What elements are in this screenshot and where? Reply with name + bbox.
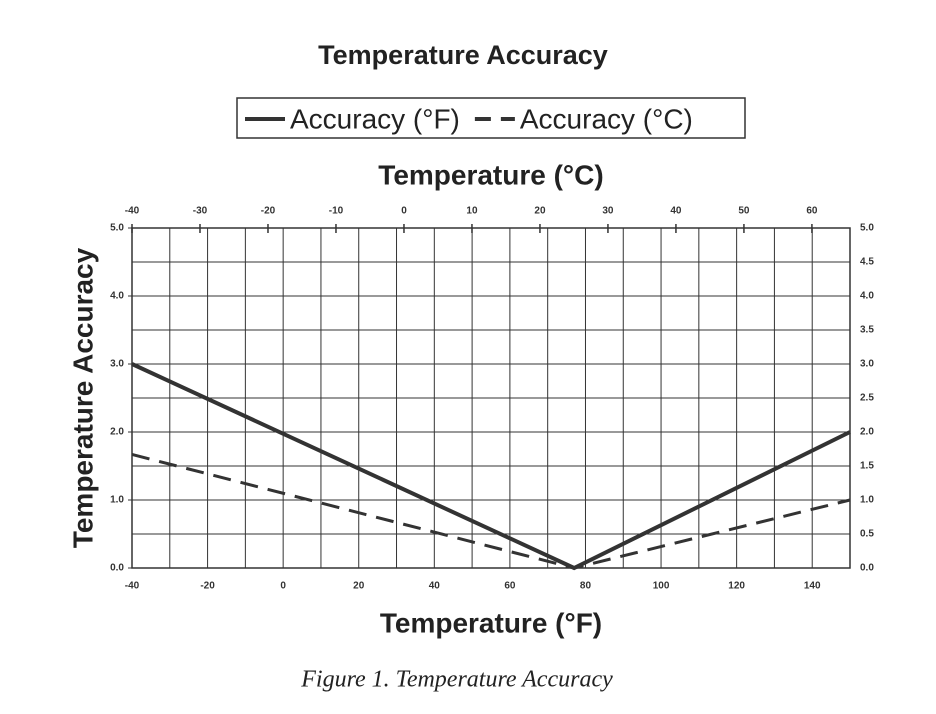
y2-tick-label: 5.0 <box>860 223 874 234</box>
x-tick-label: 140 <box>804 581 821 592</box>
series-line <box>131 452 851 570</box>
y2-tick-label: 4.0 <box>860 291 874 302</box>
y2-tick-label: 2.5 <box>860 393 874 404</box>
y2-tick-label: 0.5 <box>860 529 874 540</box>
x2-tick-label: -10 <box>329 206 344 217</box>
x-tick-label: 20 <box>353 581 365 592</box>
x2-tick-label: -20 <box>261 206 276 217</box>
x-tick-label: 0 <box>280 581 286 592</box>
y2-tick-label: 1.5 <box>860 461 874 472</box>
x2-tick-label: -40 <box>125 206 140 217</box>
x-tick-label: -20 <box>200 581 215 592</box>
x2-tick-label: 10 <box>466 206 478 217</box>
x2-tick-label: 50 <box>738 206 750 217</box>
y2-tick-label: 3.0 <box>860 359 874 370</box>
y2-tick-label: 4.5 <box>860 257 874 268</box>
plot-frame <box>131 227 851 569</box>
y-tick-label: 0.0 <box>110 563 124 574</box>
legend-label: Accuracy (°F) <box>290 103 460 134</box>
y2-tick-label: 0.0 <box>860 563 874 574</box>
x-tick-label: -40 <box>125 581 140 592</box>
x-tick-label: 80 <box>580 581 592 592</box>
y-tick-label: 4.0 <box>110 291 124 302</box>
x-tick-label: 120 <box>728 581 745 592</box>
y2-tick-label: 1.0 <box>860 495 874 506</box>
x2-axis-title: Temperature (°C) <box>378 159 603 190</box>
x2-tick-label: 60 <box>806 206 818 217</box>
legend-box <box>236 97 746 139</box>
y-tick-label: 5.0 <box>110 223 124 234</box>
y-tick-label: 2.0 <box>110 427 124 438</box>
y2-tick-label: 3.5 <box>860 325 874 336</box>
x2-tick-label: 40 <box>670 206 682 217</box>
y2-tick-label: 2.0 <box>860 427 874 438</box>
legend-label: Accuracy (°C) <box>520 103 693 134</box>
y-tick-label: 1.0 <box>110 495 124 506</box>
x2-tick-label: 20 <box>534 206 546 217</box>
y-axis-title: Temperature Accuracy <box>67 247 98 548</box>
x-tick-label: 100 <box>653 581 670 592</box>
caption: Figure 1. Temperature Accuracy <box>300 667 613 693</box>
x2-tick-label: 30 <box>602 206 614 217</box>
chart-title: Temperature Accuracy <box>318 40 608 70</box>
x-tick-label: 40 <box>429 581 441 592</box>
x-tick-label: 60 <box>504 581 516 592</box>
x2-tick-label: 0 <box>401 206 407 217</box>
x-axis-title: Temperature (°F) <box>380 607 602 638</box>
x2-tick-label: -30 <box>193 206 208 217</box>
y-tick-label: 3.0 <box>110 359 124 370</box>
